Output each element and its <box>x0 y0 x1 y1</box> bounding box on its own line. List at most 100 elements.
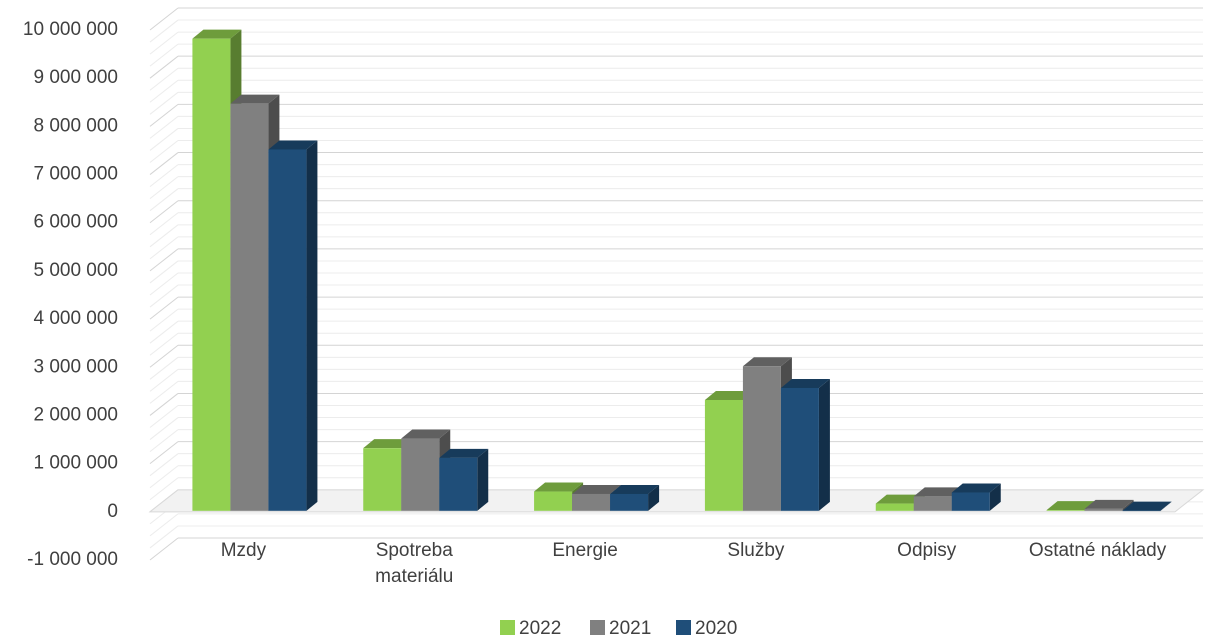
gridline-side <box>149 320 179 344</box>
gridline-side <box>149 368 179 392</box>
bar-front <box>1084 508 1123 511</box>
x-category-label: Odpisy <box>897 540 957 561</box>
gridline-side <box>149 67 179 91</box>
gridline-side <box>149 308 179 332</box>
bar-front <box>1122 510 1161 512</box>
y-tick-label: 0 <box>107 501 118 522</box>
x-category-label: Spotreba <box>376 540 454 561</box>
bar-side <box>818 378 830 511</box>
y-tick-label: 1 000 000 <box>33 453 118 474</box>
y-tick-label: 8 000 000 <box>33 115 118 136</box>
bar-front <box>742 366 781 511</box>
bar-front <box>704 400 743 511</box>
bar <box>1122 501 1172 512</box>
y-tick-label: 4 000 000 <box>33 308 118 329</box>
y-tick-label: 5 000 000 <box>33 260 118 281</box>
legend-item: 2020 <box>676 618 737 639</box>
gridline-side <box>149 152 179 175</box>
gridline-side <box>149 272 179 296</box>
bar-side <box>648 484 660 511</box>
x-axis-categories: Mzdy Spotreba materiálu Energie Služby Odpisy… <box>221 540 1167 587</box>
gridline-side <box>149 465 179 489</box>
bar-top <box>363 439 413 449</box>
bar-top <box>268 140 318 150</box>
gridline-side <box>149 344 179 368</box>
bar-front <box>230 103 269 511</box>
legend-item: 2021 <box>590 618 651 639</box>
x-category-label: Energie <box>552 540 618 561</box>
legend-swatch <box>500 620 515 635</box>
y-tick-label: 6 000 000 <box>33 212 118 233</box>
bar-top <box>742 357 792 367</box>
bar-top <box>401 429 451 439</box>
bar-front <box>1046 510 1085 511</box>
bar-top <box>1084 499 1134 509</box>
bar-front <box>875 503 914 511</box>
bar-side <box>306 140 318 511</box>
gridline-side <box>149 79 179 103</box>
gridline-side <box>149 417 179 440</box>
gridline-side <box>149 31 179 55</box>
gridline-side <box>149 441 179 465</box>
bar-top <box>951 483 1001 493</box>
bar <box>1084 499 1134 511</box>
bar-side <box>989 483 1001 511</box>
gridline-side <box>149 429 179 452</box>
bar-front <box>439 457 478 511</box>
gridline-side <box>149 116 179 139</box>
x-category-label: Služby <box>727 540 785 561</box>
bar-top <box>875 494 925 504</box>
gridline-side <box>149 43 179 67</box>
gridline-side <box>149 224 179 248</box>
gridline-side <box>149 164 179 187</box>
bar <box>268 140 318 511</box>
gridline-side <box>149 19 179 43</box>
gridline-side <box>149 405 179 428</box>
bar-top <box>610 484 660 494</box>
bar <box>439 448 489 511</box>
legend-item: 2022 <box>500 618 561 639</box>
legend-label: 2020 <box>695 618 737 639</box>
gridline-side <box>149 525 179 549</box>
gridline-side <box>149 188 179 212</box>
gridline-side <box>149 248 179 272</box>
bar-top <box>780 378 830 388</box>
legend-label: 2022 <box>519 618 561 639</box>
legend: 2022 2021 2020 <box>500 618 737 639</box>
legend-swatch <box>676 620 691 635</box>
gridline-side <box>149 332 179 356</box>
y-tick-label: 10 000 000 <box>23 19 118 40</box>
bar-top <box>534 482 584 492</box>
bar-top <box>572 484 622 494</box>
gridline-side <box>149 381 179 404</box>
bars <box>192 29 1172 512</box>
legend-label: 2021 <box>609 618 651 639</box>
gridline-side <box>149 477 179 501</box>
bar-top <box>1046 501 1096 511</box>
y-tick-label: 7 000 000 <box>33 164 118 185</box>
gridline-side <box>149 176 179 200</box>
bar-top <box>1122 501 1172 511</box>
gridline-side <box>149 513 179 537</box>
bar <box>610 484 660 511</box>
gridline-side <box>149 537 179 561</box>
bar-front <box>951 492 990 511</box>
y-tick-label: 2 000 000 <box>33 404 118 425</box>
gridline-side <box>149 212 179 236</box>
grid <box>149 7 1203 561</box>
bar <box>951 483 1001 511</box>
gridline-side <box>149 103 179 127</box>
gridline-side <box>149 7 179 31</box>
gridline-side <box>149 55 179 79</box>
bar-front <box>534 491 573 511</box>
gridline-side <box>149 296 179 320</box>
bar-top <box>192 29 242 39</box>
x-category-label: Mzdy <box>221 540 267 561</box>
gridline-side <box>149 91 179 115</box>
x-category-label: materiálu <box>375 566 453 587</box>
y-axis-ticks: 10 000 000 9 000 000 8 000 000 7 000 000 6 0… <box>23 19 118 570</box>
y-tick-label: 9 000 000 <box>33 67 118 88</box>
bar-front <box>780 387 819 511</box>
y-tick-label: -1 000 000 <box>27 549 118 570</box>
legend-swatch <box>590 620 605 635</box>
